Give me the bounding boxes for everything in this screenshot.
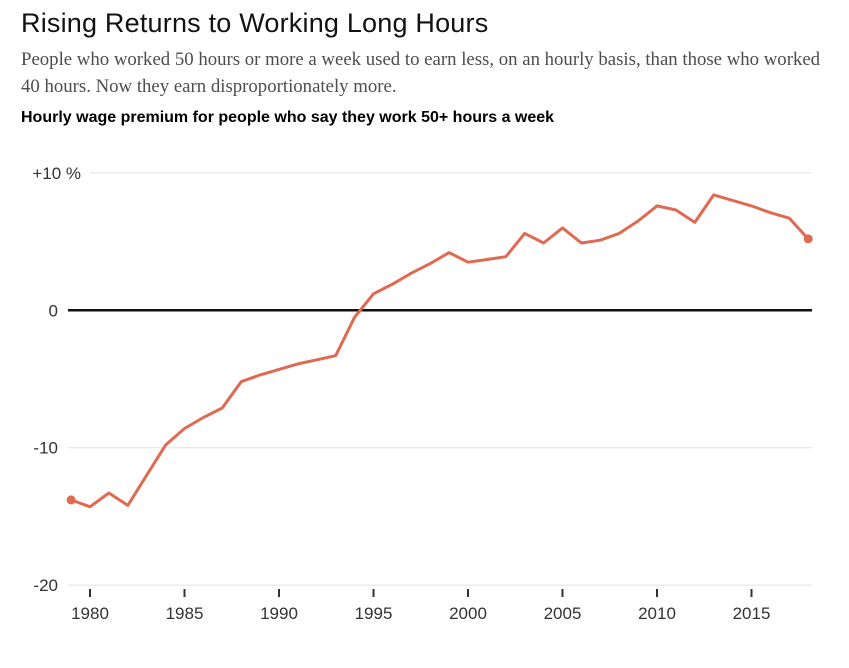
- endpoint-dot: [803, 234, 813, 244]
- x-axis-tick-label: 2005: [544, 604, 582, 623]
- chart-subtitle: People who worked 50 hours or more a wee…: [21, 49, 821, 97]
- x-axis-tick-label: 2010: [638, 604, 676, 623]
- y-grid: +10 % 0 -10 -20: [32, 164, 812, 595]
- x-axis-tick-label: 1995: [355, 604, 393, 623]
- x-axis-tick-label: 1990: [260, 604, 298, 623]
- y-axis-tick-label: -10: [33, 439, 58, 458]
- x-axis-tick-label: 1980: [71, 604, 109, 623]
- x-axis-tick-label: 2015: [733, 604, 771, 623]
- x-axis-tick-label: 2000: [449, 604, 487, 623]
- chart-heading: Hourly wage premium for people who say t…: [21, 109, 555, 126]
- wage-premium-line: [69, 193, 810, 509]
- x-axis-tick-label: 1985: [166, 604, 204, 623]
- y-axis-tick-label: -20: [33, 576, 58, 595]
- y-axis-tick-label: 0: [49, 301, 58, 320]
- y-axis-tick-label: +10 %: [32, 164, 81, 183]
- x-axis: 1980 1985 1990 1995 2000 2005 2010 2015: [71, 589, 770, 623]
- page-title: Rising Returns to Working Long Hours: [21, 8, 489, 38]
- endpoint-dot: [66, 495, 76, 505]
